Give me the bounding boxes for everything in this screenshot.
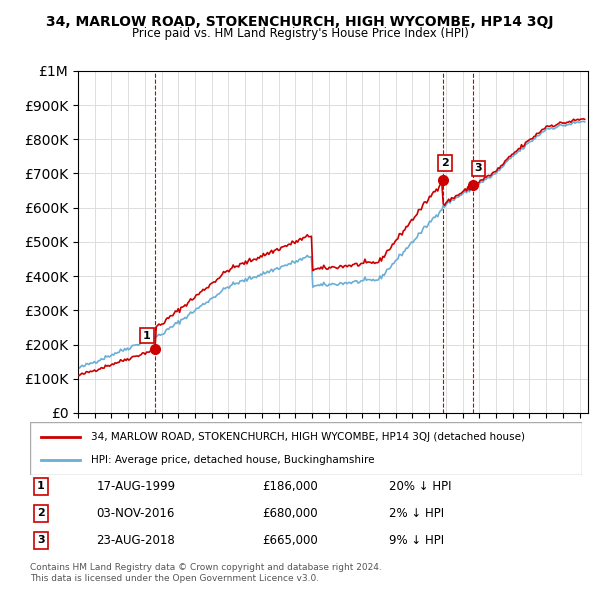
Text: Price paid vs. HM Land Registry's House Price Index (HPI): Price paid vs. HM Land Registry's House …: [131, 27, 469, 40]
Text: 9% ↓ HPI: 9% ↓ HPI: [389, 534, 444, 547]
FancyBboxPatch shape: [30, 422, 582, 475]
Text: 03-NOV-2016: 03-NOV-2016: [96, 507, 175, 520]
Text: 34, MARLOW ROAD, STOKENCHURCH, HIGH WYCOMBE, HP14 3QJ: 34, MARLOW ROAD, STOKENCHURCH, HIGH WYCO…: [46, 15, 554, 29]
Text: 23-AUG-2018: 23-AUG-2018: [96, 534, 175, 547]
Text: 34, MARLOW ROAD, STOKENCHURCH, HIGH WYCOMBE, HP14 3QJ (detached house): 34, MARLOW ROAD, STOKENCHURCH, HIGH WYCO…: [91, 432, 525, 442]
Text: 2% ↓ HPI: 2% ↓ HPI: [389, 507, 444, 520]
Text: 2: 2: [37, 509, 45, 519]
Text: 2: 2: [441, 158, 449, 168]
Text: £680,000: £680,000: [262, 507, 317, 520]
Text: Contains HM Land Registry data © Crown copyright and database right 2024.
This d: Contains HM Land Registry data © Crown c…: [30, 563, 382, 583]
Text: £186,000: £186,000: [262, 480, 317, 493]
Text: HPI: Average price, detached house, Buckinghamshire: HPI: Average price, detached house, Buck…: [91, 455, 374, 465]
Text: 3: 3: [475, 163, 482, 173]
Text: 17-AUG-1999: 17-AUG-1999: [96, 480, 175, 493]
Text: 1: 1: [37, 481, 45, 491]
Text: 1: 1: [143, 330, 151, 340]
Text: 3: 3: [37, 536, 45, 546]
Text: 20% ↓ HPI: 20% ↓ HPI: [389, 480, 451, 493]
Text: £665,000: £665,000: [262, 534, 317, 547]
